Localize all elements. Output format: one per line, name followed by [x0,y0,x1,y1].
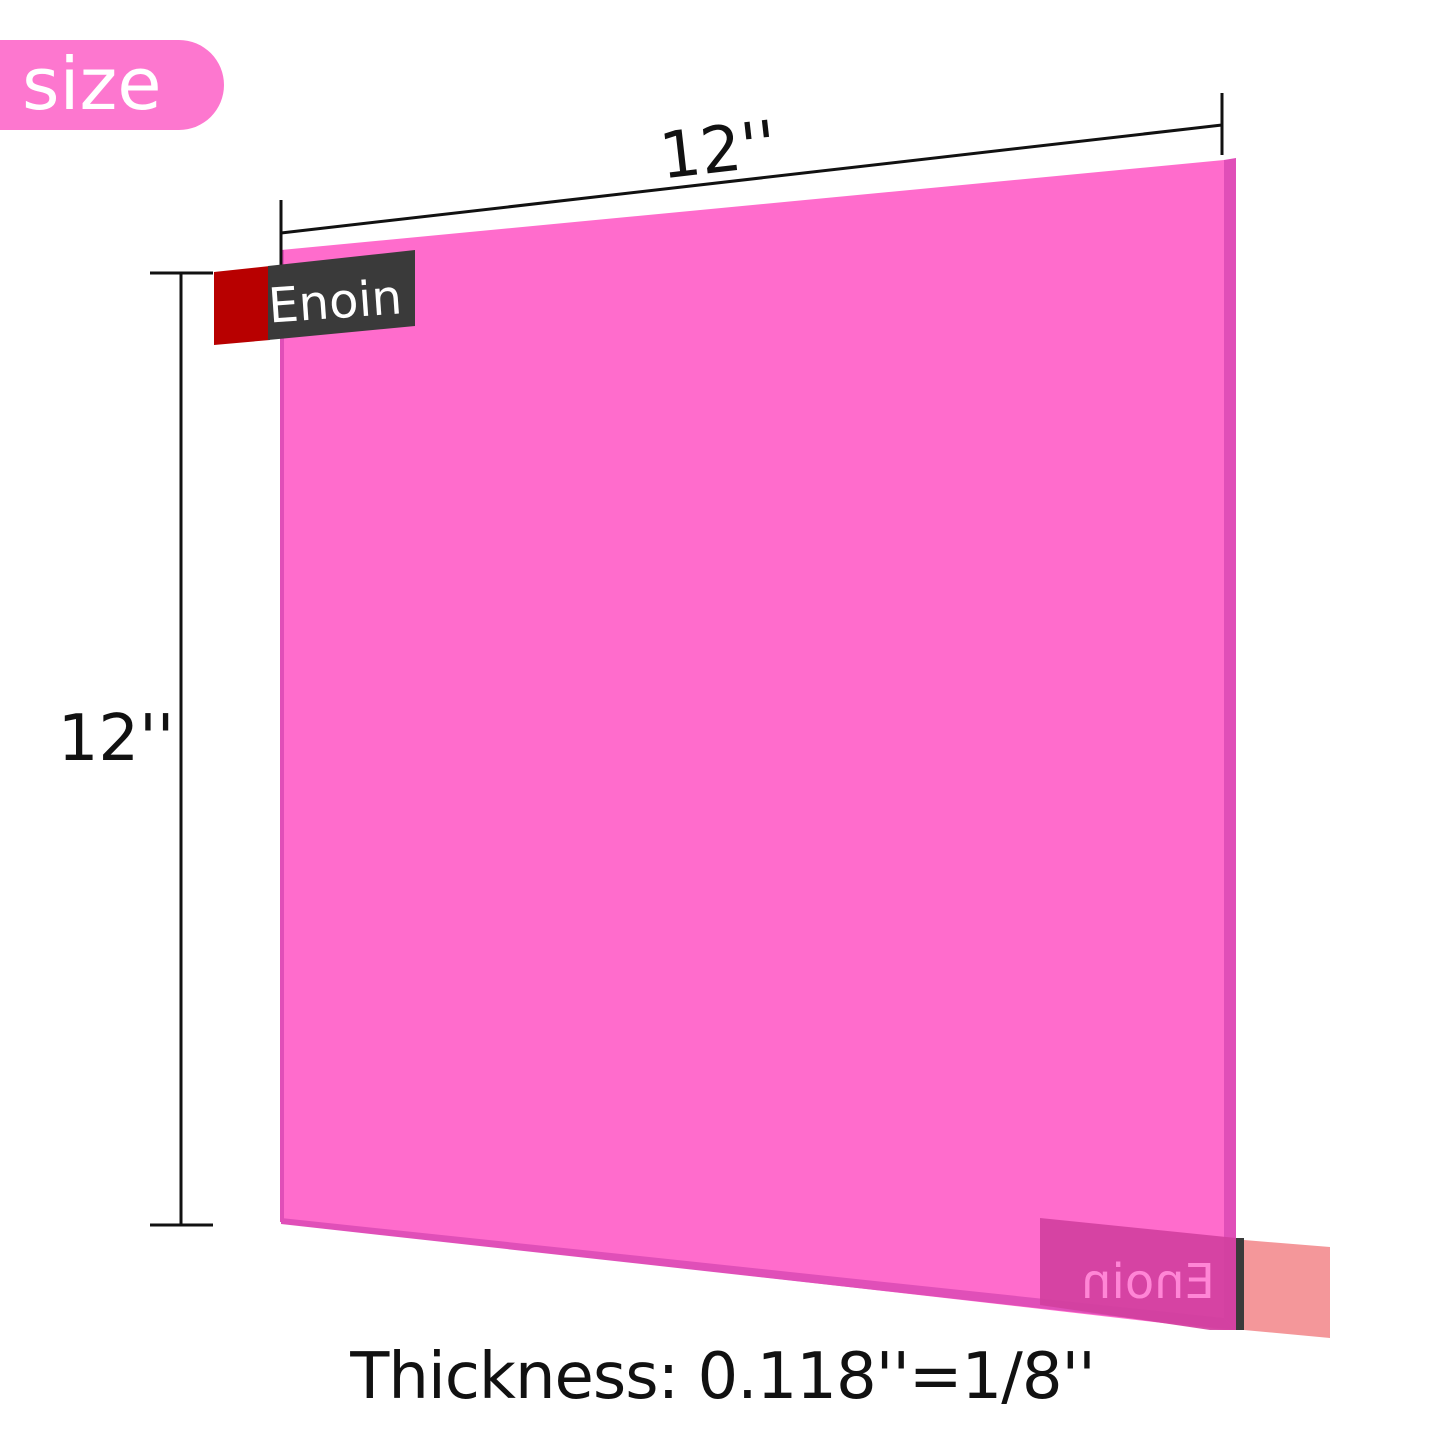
width-label: 12'' [656,108,780,195]
size-badge: size [0,40,224,130]
brand-label-bg [268,250,415,340]
width-dimension-line [279,93,1224,265]
thickness-caption: Thickness: 0.118''=1/8'' [350,1340,1095,1414]
acrylic-sheet [281,160,1236,1330]
back-label-bg [1040,1218,1236,1330]
back-tab-pink [1244,1240,1330,1338]
brand-tab-red [214,266,270,345]
height-label: 12'' [58,702,175,776]
sheet-bottom-edge [281,1218,1236,1330]
sheet-right-edge [1224,158,1236,1330]
back-label-divider [1236,1238,1244,1330]
height-dimension-line [150,271,213,1227]
back-brand-label: Enoin [1081,1254,1215,1310]
brand-label: Enoin [266,269,403,334]
